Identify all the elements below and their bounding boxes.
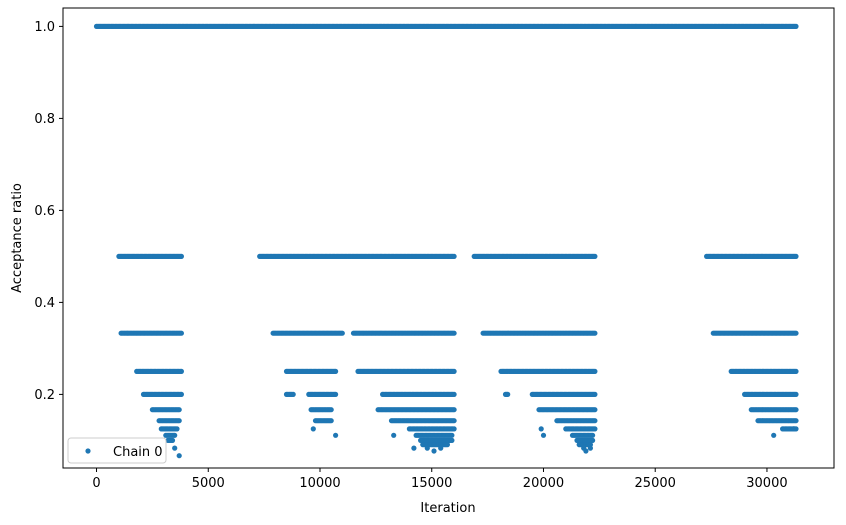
data-point bbox=[793, 391, 799, 397]
legend-marker bbox=[85, 448, 91, 454]
data-point bbox=[169, 437, 176, 443]
data-point bbox=[771, 432, 777, 438]
data-point bbox=[793, 418, 799, 424]
data-point bbox=[793, 368, 799, 374]
data-point bbox=[791, 426, 797, 432]
y-tick-label: 0.2 bbox=[34, 388, 55, 403]
data-point bbox=[590, 437, 596, 443]
data-point bbox=[172, 432, 178, 438]
y-tick-label: 1.0 bbox=[34, 20, 55, 35]
data-point bbox=[411, 445, 417, 451]
data-point bbox=[793, 330, 799, 336]
x-axis: 0 5000 10000 15000 20000 25000 30000 bbox=[92, 468, 788, 491]
data-point bbox=[592, 426, 598, 432]
y-axis: 0.2 0.4 0.6 0.8 1.0 bbox=[34, 20, 63, 403]
data-point bbox=[438, 445, 444, 451]
data-point bbox=[592, 253, 598, 259]
data-point bbox=[592, 391, 598, 397]
data-point bbox=[333, 368, 339, 374]
data-point bbox=[590, 432, 596, 438]
y-tick-label: 0.8 bbox=[34, 112, 55, 127]
data-point bbox=[310, 426, 316, 432]
data-point bbox=[333, 391, 339, 397]
data-point bbox=[540, 432, 547, 438]
data-point bbox=[451, 368, 457, 374]
data-point bbox=[793, 23, 799, 29]
data-point bbox=[451, 391, 457, 397]
data-point bbox=[176, 407, 182, 413]
x-tick-label: 30000 bbox=[746, 476, 787, 491]
data-point bbox=[444, 442, 450, 448]
legend-entry-chain-0: Chain 0 bbox=[113, 445, 163, 460]
x-tick-label: 15000 bbox=[411, 476, 452, 491]
data-point bbox=[176, 418, 182, 424]
data-point bbox=[451, 407, 457, 413]
data-point bbox=[449, 432, 455, 438]
data-point bbox=[178, 368, 184, 374]
x-tick-label: 10000 bbox=[299, 476, 340, 491]
legend-box bbox=[67, 437, 167, 464]
data-point bbox=[328, 407, 334, 413]
data-point bbox=[178, 253, 184, 259]
data-point bbox=[449, 437, 455, 443]
data-point bbox=[333, 432, 339, 438]
data-point bbox=[174, 426, 180, 432]
data-point bbox=[451, 418, 457, 424]
x-tick-label: 20000 bbox=[523, 476, 564, 491]
data-point bbox=[172, 445, 178, 451]
data-point bbox=[505, 391, 511, 397]
x-tick-label: 25000 bbox=[635, 476, 676, 491]
data-points bbox=[93, 23, 799, 459]
y-tick-label: 0.4 bbox=[34, 296, 55, 311]
data-point bbox=[793, 407, 799, 413]
data-point bbox=[451, 253, 457, 259]
data-point bbox=[592, 330, 598, 336]
data-point bbox=[391, 432, 397, 438]
data-point bbox=[538, 426, 544, 432]
data-point bbox=[431, 448, 437, 454]
data-point bbox=[583, 448, 589, 454]
x-tick-label: 0 bbox=[92, 476, 100, 491]
y-tick-label: 0.6 bbox=[34, 204, 55, 219]
x-tick-label: 5000 bbox=[192, 476, 225, 491]
legend: Chain 0 bbox=[67, 437, 167, 464]
data-point bbox=[178, 330, 184, 336]
data-point bbox=[328, 418, 334, 424]
data-point bbox=[592, 418, 598, 424]
data-point bbox=[451, 426, 457, 432]
data-point bbox=[587, 445, 594, 451]
data-point bbox=[290, 391, 296, 397]
plot-frame bbox=[62, 7, 835, 469]
data-point bbox=[176, 453, 182, 459]
data-point bbox=[451, 330, 457, 336]
data-point bbox=[592, 407, 598, 413]
data-point bbox=[178, 391, 184, 397]
data-point bbox=[424, 445, 430, 451]
data-point bbox=[793, 253, 799, 259]
y-axis-label: Acceptance ratio bbox=[10, 183, 25, 293]
data-point bbox=[339, 330, 345, 336]
x-axis-label: Iteration bbox=[420, 501, 475, 516]
data-point bbox=[592, 368, 598, 374]
